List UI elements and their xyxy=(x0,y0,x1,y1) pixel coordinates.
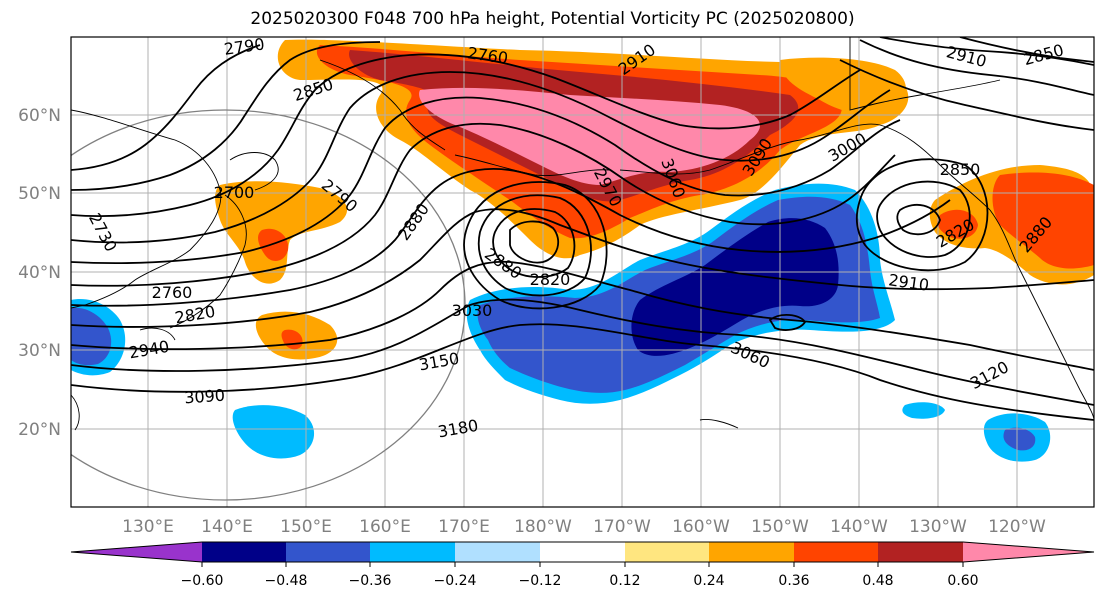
colorbar-tick-label: −0.60 xyxy=(181,573,224,589)
map-area: 2790 2760 2910 2910 2850 2850 2700 2790 … xyxy=(71,34,1094,507)
colorbar-tick-label: −0.24 xyxy=(434,573,477,589)
lat-label: 40°N xyxy=(18,263,61,283)
lon-label: 170°W xyxy=(593,517,651,537)
lon-label: 130°W xyxy=(909,517,967,537)
colorbar-segment xyxy=(71,542,202,562)
lon-label: 140°E xyxy=(201,517,253,537)
lat-label: 20°N xyxy=(18,420,61,440)
colorbar-segment xyxy=(370,542,456,562)
colorbar-tick-label: 0.60 xyxy=(947,573,978,589)
height-contours xyxy=(71,37,1094,421)
colorbar-tick-label: −0.12 xyxy=(519,573,562,589)
contour-label: 2820 xyxy=(530,270,571,289)
colorbar-tick-label: 0.12 xyxy=(609,573,640,589)
lat-label: 60°N xyxy=(18,106,61,126)
colorbar-tick-label: 0.36 xyxy=(778,573,809,589)
map-frame xyxy=(70,36,1095,508)
colorbar-segment xyxy=(878,542,963,562)
colorbar-segment xyxy=(540,542,626,562)
map-title: 2025020300 F048 700 hPa height, Potentia… xyxy=(250,9,855,29)
longitude-labels: 130°E 140°E 150°E 160°E 170°E 180°W 170°… xyxy=(122,517,1046,537)
lon-label: 150°E xyxy=(280,517,332,537)
lon-label: 160°W xyxy=(672,517,730,537)
colorbar-segment xyxy=(794,542,879,562)
lon-label: 160°E xyxy=(359,517,411,537)
contour-label: 3030 xyxy=(452,301,493,320)
lat-label: 30°N xyxy=(18,341,61,361)
colorbar-tick-label: 0.48 xyxy=(862,573,893,589)
colorbar-tick-label: −0.36 xyxy=(349,573,392,589)
range-circle xyxy=(71,109,466,501)
colorbar-segment xyxy=(286,542,371,562)
colorbar-tick-label: −0.48 xyxy=(265,573,308,589)
colorbar-segment xyxy=(455,542,541,562)
colorbar-tick-label: 0.24 xyxy=(693,573,724,589)
lon-label: 150°W xyxy=(751,517,809,537)
colorbar-segment xyxy=(202,542,287,562)
contour-label: 2700 xyxy=(214,183,255,202)
lon-label: 180°W xyxy=(514,517,572,537)
colorbar-segment xyxy=(625,542,710,562)
contour-label: 2790 xyxy=(223,34,266,58)
coastlines xyxy=(71,37,1094,431)
graticule xyxy=(71,37,1094,507)
contour-label: 2760 xyxy=(152,283,193,302)
latitude-labels: 60°N 50°N 40°N 30°N 20°N xyxy=(18,106,61,440)
lon-label: 170°E xyxy=(438,517,490,537)
lon-label: 140°W xyxy=(830,517,888,537)
lon-label: 120°W xyxy=(988,517,1046,537)
colorbar: −0.60 −0.48 −0.36 −0.24 −0.12 0.12 0.24 … xyxy=(70,541,1095,589)
lat-label: 50°N xyxy=(18,184,61,204)
lon-label: 130°E xyxy=(122,517,174,537)
colorbar-segment xyxy=(963,542,1094,562)
contour-label: 3090 xyxy=(184,386,226,408)
contour-label: 2850 xyxy=(940,160,981,179)
colorbar-segment xyxy=(709,542,795,562)
